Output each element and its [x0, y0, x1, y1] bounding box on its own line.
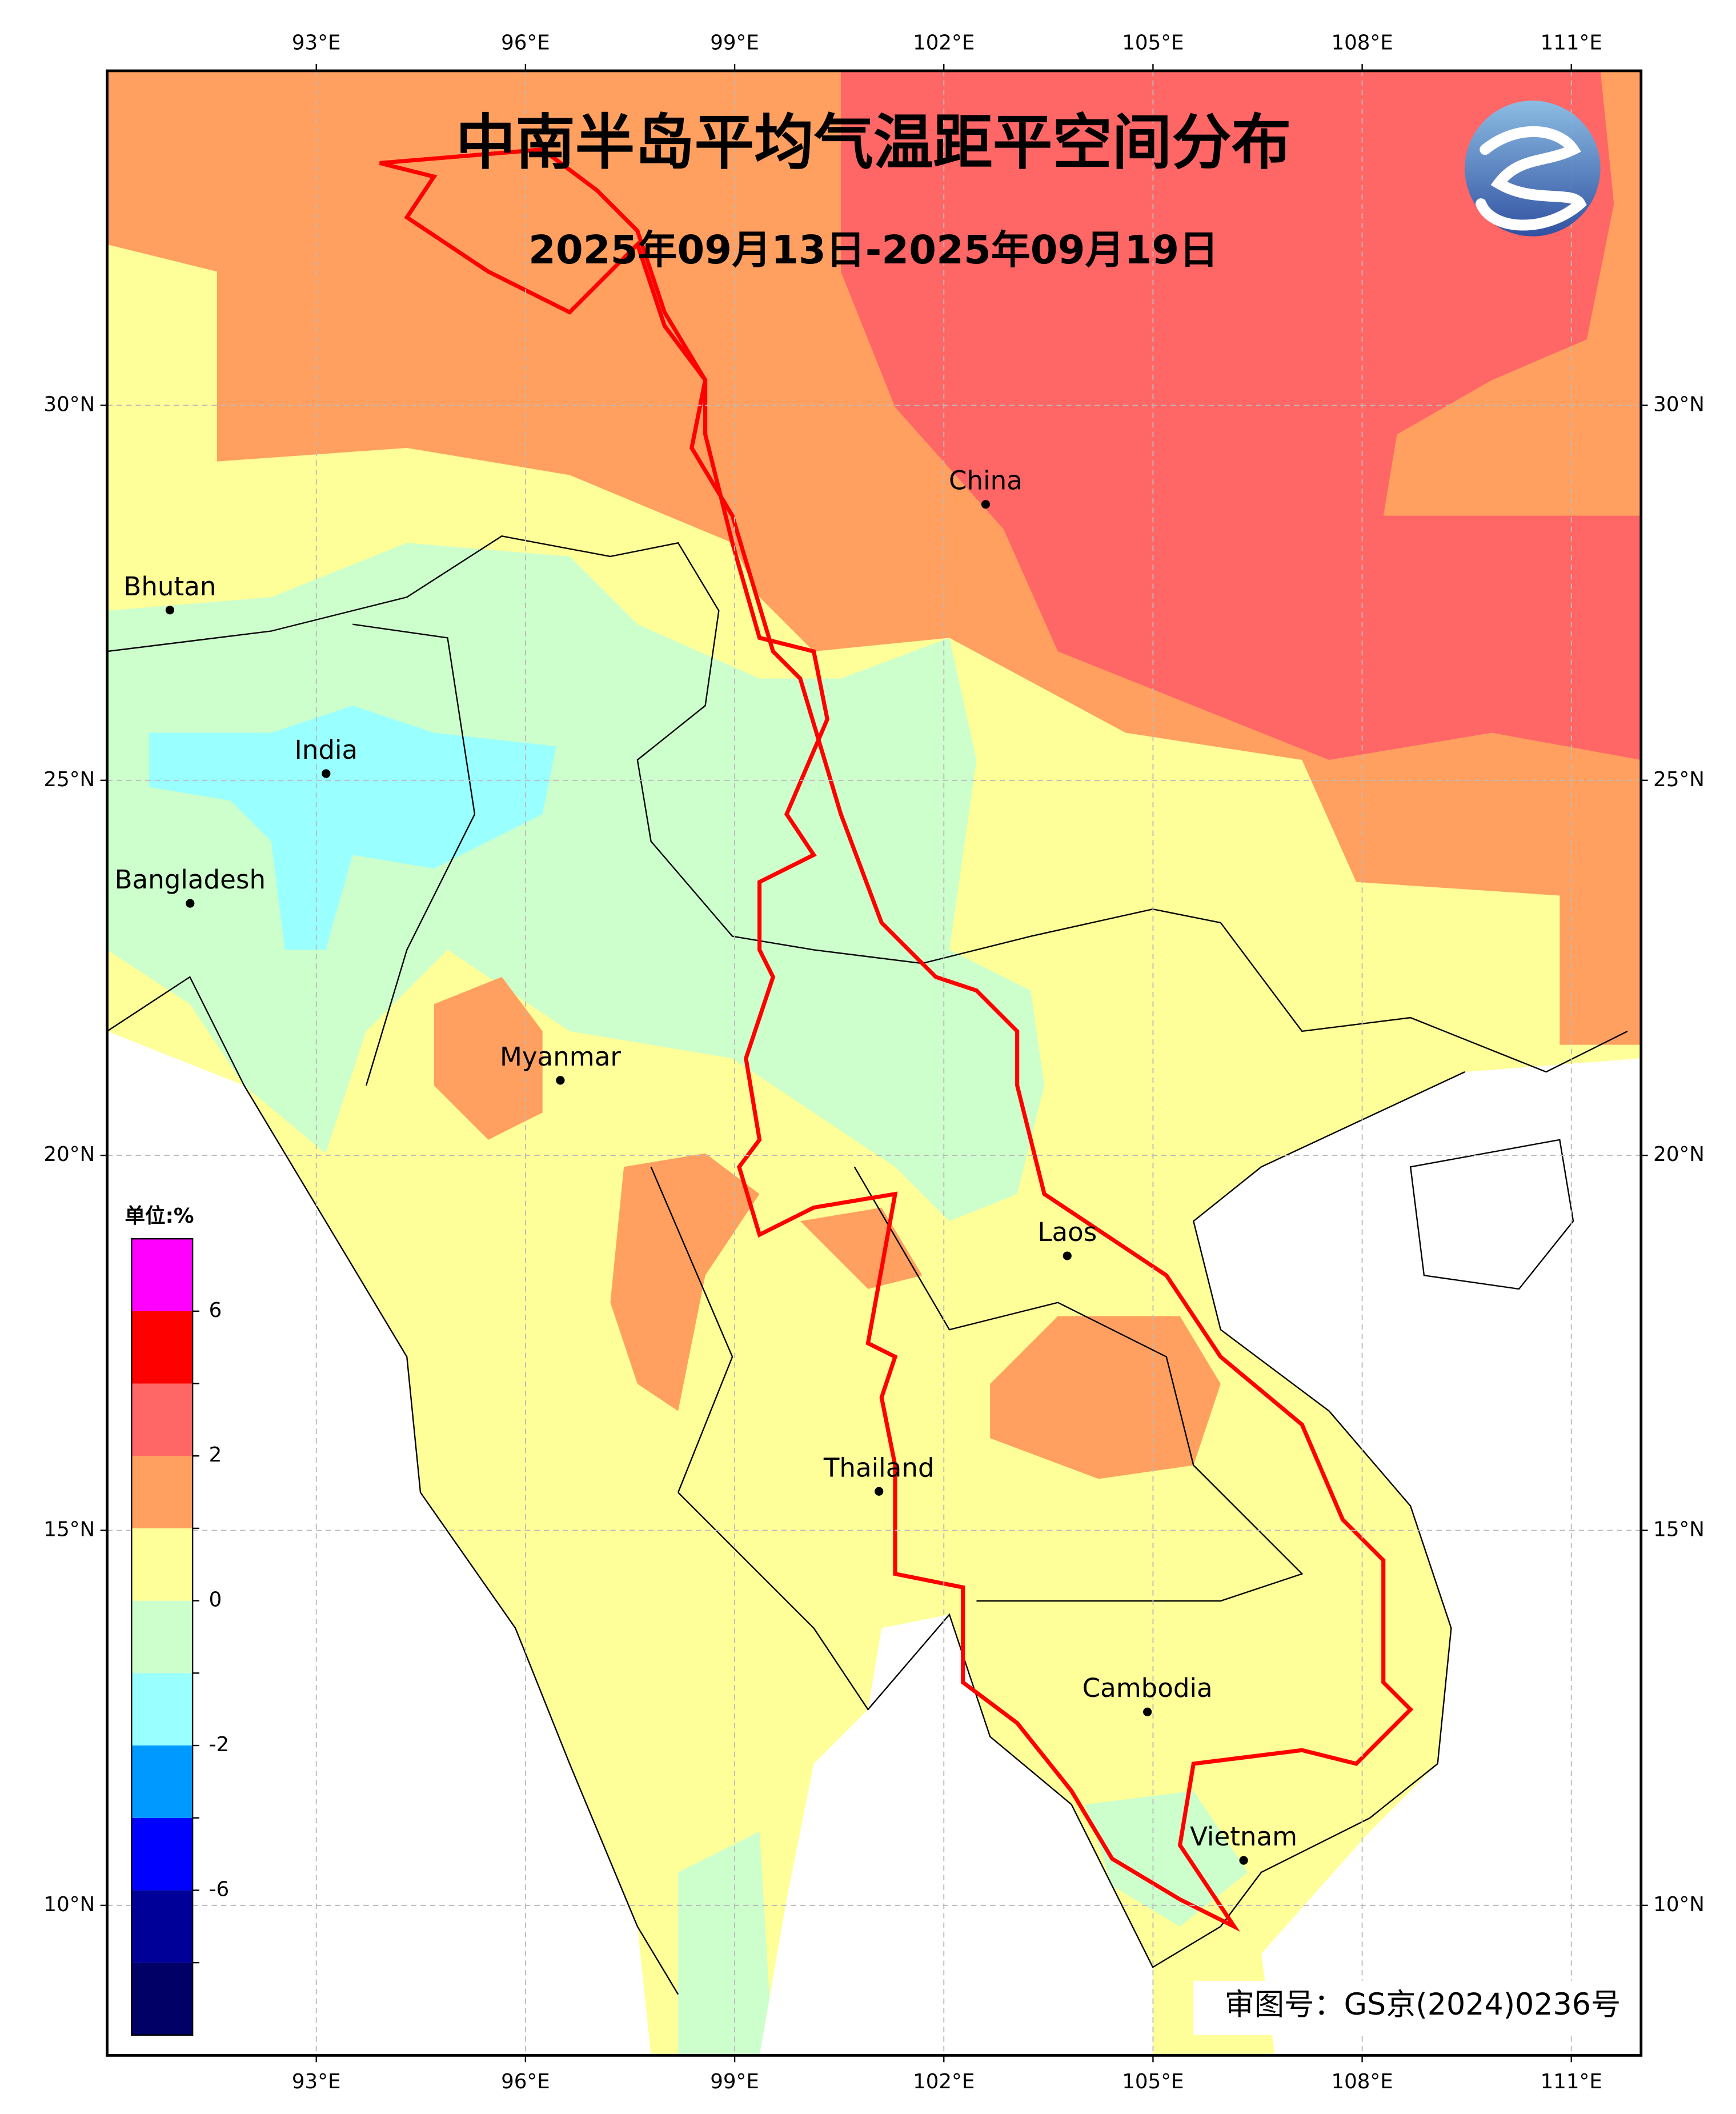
place-label: Myanmar	[500, 1042, 621, 1072]
lon-label: 99°E	[710, 31, 759, 54]
lat-label: 20°N	[43, 1143, 95, 1166]
place-label: Bangladesh	[115, 864, 266, 895]
place-dot	[981, 500, 991, 509]
colorbar-segment	[131, 1311, 193, 1384]
colorbar-label: -2	[209, 1733, 230, 1756]
colorbar-segment	[131, 1239, 193, 1311]
colorbar-label: 6	[209, 1299, 222, 1322]
place-dot	[1239, 1856, 1248, 1865]
lat-label: 30°N	[1653, 393, 1705, 416]
lat-label: 15°N	[1653, 1518, 1705, 1542]
graticule: 93°E 93°E 96°E 96°E 99°E 99°E 102°E 102°E 105°E 1…	[43, 31, 1705, 2093]
colorbar-segment	[131, 1673, 193, 1746]
lon-label: 108°E	[1331, 31, 1393, 54]
lon-label: 99°E	[710, 2070, 759, 2093]
approval-box	[1193, 1980, 1628, 2035]
place-label: Bhutan	[123, 571, 216, 602]
colorbar-label: -6	[209, 1877, 230, 1901]
colorbar: 单位:% 6 2 0 -2 -6	[125, 1204, 230, 2036]
approval-number: 审图号：GS京(2024)0236号	[1225, 1988, 1621, 2022]
lat-label: 15°N	[43, 1518, 95, 1542]
lon-label: 102°E	[913, 31, 975, 54]
place-dot	[186, 899, 195, 908]
place-label: Thailand	[823, 1452, 935, 1483]
colorbar-label: 2	[209, 1443, 222, 1467]
lat-label: 30°N	[43, 393, 95, 416]
lon-label: 105°E	[1122, 2070, 1184, 2093]
colorbar-unit: 单位:%	[125, 1204, 194, 1228]
colorbar-segment	[131, 1528, 193, 1601]
colorbar-segment	[131, 1890, 193, 1963]
place-dot	[1143, 1707, 1152, 1716]
colorbar-segment	[131, 1745, 193, 1818]
lon-label: 102°E	[913, 2070, 975, 2093]
place-label: China	[949, 466, 1023, 496]
colorbar-segment	[131, 1456, 193, 1528]
place-dot	[1063, 1251, 1072, 1260]
lat-label: 20°N	[1653, 1143, 1705, 1166]
lon-label: 111°E	[1541, 31, 1602, 54]
lon-label: 96°E	[501, 2070, 550, 2093]
lat-label: 25°N	[43, 768, 95, 791]
map-title: 中南半岛平均气温距平空间分布	[456, 108, 1291, 178]
colorbar-segment	[131, 1600, 193, 1673]
place-dot	[875, 1487, 884, 1496]
place-label: Vietnam	[1190, 1821, 1297, 1852]
places: China Bhutan India Bangladesh Myanmar Laos Tha…	[115, 466, 1297, 1865]
colorbar-label: 0	[209, 1588, 222, 1612]
place-dot	[556, 1076, 565, 1085]
lon-label: 108°E	[1331, 2070, 1393, 2093]
lon-label: 105°E	[1122, 31, 1184, 54]
colorbar-segment	[131, 1817, 193, 1891]
place-label: India	[294, 735, 358, 765]
colorbar-segment	[131, 1383, 193, 1456]
map-frame	[106, 69, 1643, 2057]
place-dot	[165, 606, 175, 615]
map-subtitle: 2025年09月13日-2025年09月19日	[528, 227, 1218, 273]
lon-label: 93°E	[292, 31, 341, 54]
lon-label: 96°E	[501, 31, 550, 54]
lon-label: 111°E	[1541, 2070, 1602, 2093]
colorbar-segment	[131, 1963, 193, 2035]
place-label: Cambodia	[1083, 1673, 1213, 1703]
place-dot	[322, 769, 331, 778]
logo	[1465, 101, 1601, 237]
colorbar-frame	[131, 1238, 194, 2036]
lat-label: 10°N	[1653, 1893, 1705, 1916]
lat-label: 10°N	[43, 1893, 95, 1916]
place-label: Laos	[1037, 1217, 1097, 1247]
lon-label: 93°E	[292, 2070, 341, 2093]
lat-label: 25°N	[1653, 768, 1705, 791]
anomaly-field	[107, 70, 1641, 2056]
